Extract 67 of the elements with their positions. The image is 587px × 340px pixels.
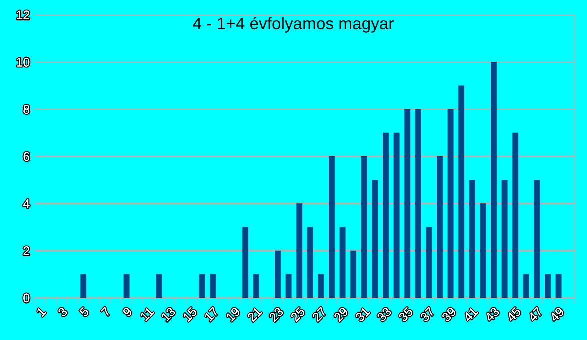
x-tick-label: 9 (122, 306, 133, 318)
x-tick-label: 39 (442, 306, 457, 322)
x-tick-label: 7 (101, 307, 112, 318)
bar (426, 227, 432, 298)
bar (404, 109, 411, 298)
x-tick-label: 43 (484, 306, 500, 322)
bar (469, 180, 476, 298)
bar (361, 156, 368, 298)
bar (340, 227, 346, 298)
y-tick-label: 2 (24, 246, 30, 256)
y-tick-label: 12 (17, 10, 30, 20)
bar (556, 274, 562, 298)
x-tick-label: 5 (79, 307, 90, 318)
bar (253, 274, 260, 298)
bar (383, 132, 389, 298)
x-tick-label: 13 (161, 306, 176, 322)
x-tick-label: 33 (376, 306, 392, 322)
bar (502, 180, 508, 298)
x-tick-label: 17 (204, 307, 220, 322)
bar (286, 274, 292, 298)
bar (210, 274, 216, 298)
bar (199, 274, 206, 298)
bar (275, 250, 281, 298)
bar (124, 274, 130, 298)
x-tick-label: 1 (36, 307, 46, 317)
bar (458, 86, 465, 298)
chart-title: 4 - 1+4 évfolyamos magyar (193, 17, 394, 33)
x-tick-label: 3 (58, 306, 68, 318)
y-tick-label: 10 (17, 58, 30, 67)
bar (350, 250, 357, 298)
bar (545, 274, 551, 298)
x-tick-label: 37 (420, 307, 436, 322)
bar (156, 274, 162, 298)
bar (329, 156, 335, 298)
bar (394, 132, 400, 298)
bar (534, 180, 540, 298)
bar (437, 156, 443, 298)
bar (512, 132, 519, 298)
bar (307, 227, 314, 298)
x-tick-label: 31 (355, 306, 370, 322)
x-tick-label: 29 (334, 306, 349, 322)
x-tick-label: 47 (528, 307, 544, 322)
bar (296, 204, 303, 298)
x-tick-label: 11 (140, 307, 154, 322)
x-tick-label: 21 (247, 306, 262, 322)
x-tick-label: 41 (463, 307, 478, 322)
bar (480, 204, 486, 298)
x-tick-label: 49 (549, 306, 565, 322)
y-tick-label: 0 (24, 294, 30, 303)
bar (491, 62, 497, 298)
x-tick-label: 15 (182, 307, 198, 322)
x-tick-label: 27 (312, 307, 328, 322)
bar (318, 274, 324, 298)
bar (80, 274, 87, 298)
y-tick-label: 6 (24, 152, 30, 162)
y-tick-label: 4 (23, 200, 30, 208)
y-tick-label: 8 (24, 105, 30, 114)
x-tick-label: 19 (226, 306, 241, 322)
bar (415, 109, 422, 298)
bar (523, 274, 530, 298)
bar (448, 109, 454, 298)
bar (372, 180, 378, 298)
x-tick-label: 23 (268, 306, 284, 322)
bar (242, 227, 249, 298)
x-tick-label: 25 (290, 306, 306, 322)
x-tick-label: 45 (506, 307, 522, 322)
x-tick-label: 35 (398, 306, 414, 322)
